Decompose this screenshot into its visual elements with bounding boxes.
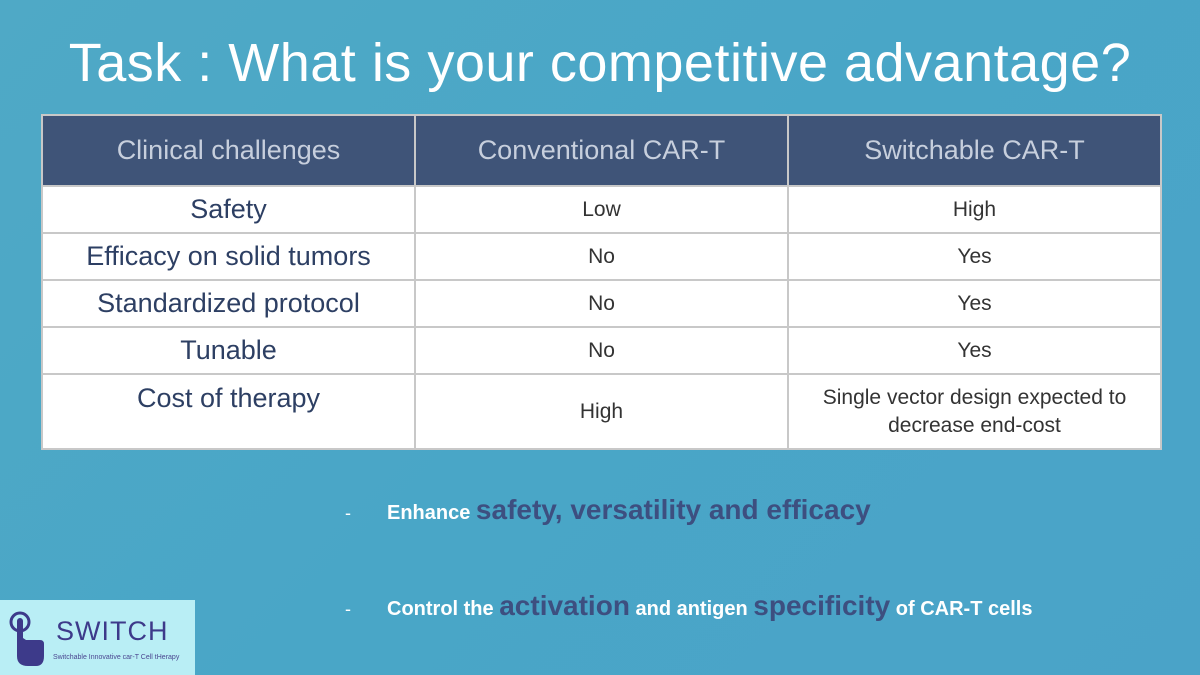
conventional-cell: No [414,232,789,281]
conventional-cell: Low [414,185,789,234]
bullet-emphasis: activation [499,590,630,621]
challenge-cell: Tunable [41,326,416,375]
switchable-cell: Single vector design expected to decreas… [787,373,1162,450]
conventional-cell: No [414,326,789,375]
bullet-enhance: - Enhance safety, versatility and efficac… [345,494,871,526]
header-conventional-car-t: Conventional CAR-T [414,114,789,187]
switchable-cell: High [787,185,1162,234]
conventional-cell: High [414,373,789,450]
challenge-cell: Safety [41,185,416,234]
table-header-row: Clinical challenges Conventional CAR-T S… [41,114,1162,187]
challenge-cell: Standardized protocol [41,279,416,328]
bullet-emphasis: safety, versatility and efficacy [475,494,871,525]
challenge-cell: Efficacy on solid tumors [41,232,416,281]
slide-title: Task : What is your competitive advantag… [68,33,1132,93]
bullet-text: Control the [387,598,500,620]
challenge-cell: Cost of therapy [41,373,416,450]
table-row: Efficacy on solid tumors No Yes [41,232,1162,281]
logo-name: SWITCH [56,616,169,646]
header-clinical-challenges: Clinical challenges [41,114,416,187]
switchable-cell: Yes [787,279,1162,328]
bullet-text: of CAR-T cells [890,598,1033,620]
hand-pointer-icon [9,611,44,666]
logo-tagline: Switchable Innovative car-T Cell tHerapy [53,654,180,661]
table-row: Safety Low High [41,185,1162,234]
comparison-table: Clinical challenges Conventional CAR-T S… [41,114,1162,450]
switch-logo: SWITCH Switchable Innovative car-T Cell … [0,600,195,675]
switchable-cell: Yes [787,326,1162,375]
table-row: Cost of therapy High Single vector desig… [41,373,1162,450]
bullet-text: Enhance [387,502,476,524]
bullet-marker: - [345,503,351,523]
bullet-marker: - [345,599,351,619]
table-row: Tunable No Yes [41,326,1162,375]
bullet-control: - Control the activation and antigen spec… [345,590,1032,622]
bullet-emphasis: specificity [753,590,891,621]
bullet-text: and antigen [629,598,754,620]
conventional-cell: No [414,279,789,328]
header-switchable-car-t: Switchable CAR-T [787,114,1162,187]
table-row: Standardized protocol No Yes [41,279,1162,328]
switchable-cell: Yes [787,232,1162,281]
